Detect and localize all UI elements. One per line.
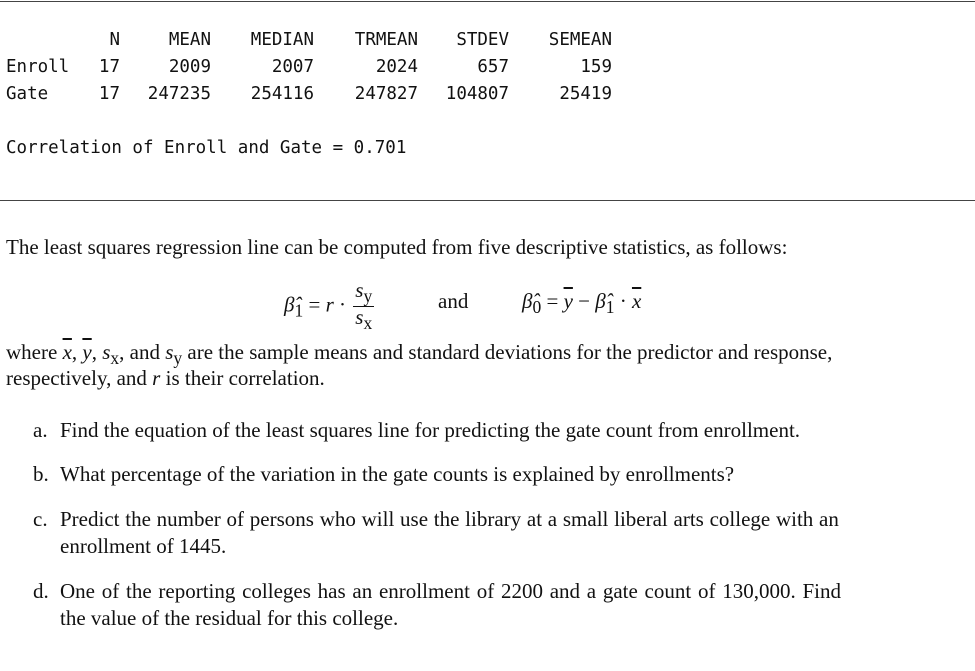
where-line-1: where x, y, sx, and sy are the sample me… <box>6 340 832 369</box>
table-row: Enroll 17 2009 2007 2024 657 159 <box>0 57 640 79</box>
cell: 657 <box>477 57 509 77</box>
formula-beta1: β̂1 = r · sy sx <box>284 280 376 333</box>
stats-table: N MEAN MEDIAN TRMEAN STDEV SEMEAN Enroll… <box>0 30 640 110</box>
subscript: 1 <box>605 297 615 318</box>
beta-hat: β̂ <box>284 292 295 317</box>
cell: 247235 <box>147 84 211 104</box>
top-divider <box>0 1 975 2</box>
text: , and <box>119 340 166 364</box>
cell: 2024 <box>375 57 418 77</box>
r-symbol: r <box>152 366 161 390</box>
text: where <box>6 340 63 364</box>
cell: 17 <box>98 84 120 104</box>
question-b: What percentage of the variation in the … <box>60 462 735 486</box>
subscript: y <box>363 286 373 307</box>
table-header-row: N MEAN MEDIAN TRMEAN STDEV SEMEAN <box>0 30 640 52</box>
formula-beta0: β̂0 = y − β̂1 · x <box>522 289 641 318</box>
header-trmean: TRMEAN <box>354 30 418 50</box>
s: s <box>102 340 111 364</box>
cell: 17 <box>98 57 120 77</box>
text: are the sample means and standard deviat… <box>182 340 833 364</box>
x-bar: x <box>62 340 72 364</box>
cell: 2009 <box>168 57 211 77</box>
formula-and: and <box>438 289 469 313</box>
cell: 25419 <box>559 84 612 104</box>
question-c-line-2: enrollment of 1445. <box>60 534 227 558</box>
header-median: MEDIAN <box>250 30 314 50</box>
question-d-line-1: One of the reporting colleges has an enr… <box>60 579 841 603</box>
beta-hat: β̂ <box>522 289 533 313</box>
header-stdev: STDEV <box>456 30 509 50</box>
header-n: N <box>109 30 120 50</box>
text: is their correlation. <box>160 366 325 390</box>
s: s <box>355 278 364 302</box>
beta-hat: β̂ <box>595 289 606 313</box>
cell: 104807 <box>445 84 509 104</box>
question-marker: c. <box>33 507 48 531</box>
y-bar: y <box>82 340 92 364</box>
cell: 2007 <box>271 57 314 77</box>
s: s <box>355 305 364 330</box>
question-marker: d. <box>33 579 49 603</box>
dot: · <box>333 292 352 317</box>
cell: 159 <box>580 57 612 77</box>
subscript: x <box>363 313 373 334</box>
text: , <box>71 340 83 364</box>
question-a: Find the equation of the least squares l… <box>60 418 801 442</box>
equals: = <box>541 289 564 313</box>
row-label: Enroll <box>6 57 70 77</box>
fraction: sy sx <box>353 278 375 334</box>
subscript: y <box>173 348 183 369</box>
subscript: 1 <box>294 300 304 321</box>
cell: 247827 <box>354 84 418 104</box>
table-row: Gate 17 247235 254116 247827 104807 2541… <box>0 84 640 106</box>
question-c-line-1: Predict the number of persons who will u… <box>60 507 839 531</box>
question-d-line-2: the value of the residual for this colle… <box>60 606 399 630</box>
r-symbol: r <box>325 292 334 317</box>
intro-paragraph: The least squares regression line can be… <box>6 235 788 259</box>
question-marker: b. <box>33 462 49 486</box>
equals: = <box>303 292 326 317</box>
header-mean: MEAN <box>168 30 211 50</box>
minus: − <box>572 289 596 313</box>
text: , <box>91 340 103 364</box>
where-line-2: respectively, and r is their correlation… <box>6 366 325 391</box>
dot: · <box>614 289 632 313</box>
header-semean: SEMEAN <box>548 30 612 50</box>
subscript: x <box>110 348 120 369</box>
row-label: Gate <box>6 84 49 104</box>
section-divider <box>0 200 975 201</box>
subscript: 0 <box>532 297 542 318</box>
question-marker: a. <box>33 418 48 442</box>
s: s <box>165 340 174 364</box>
correlation-text: Correlation of Enroll and Gate = 0.701 <box>6 138 407 158</box>
cell: 254116 <box>250 84 314 104</box>
text: respectively, and <box>6 366 153 390</box>
y-bar: y <box>563 289 573 313</box>
x-bar: x <box>631 289 642 313</box>
